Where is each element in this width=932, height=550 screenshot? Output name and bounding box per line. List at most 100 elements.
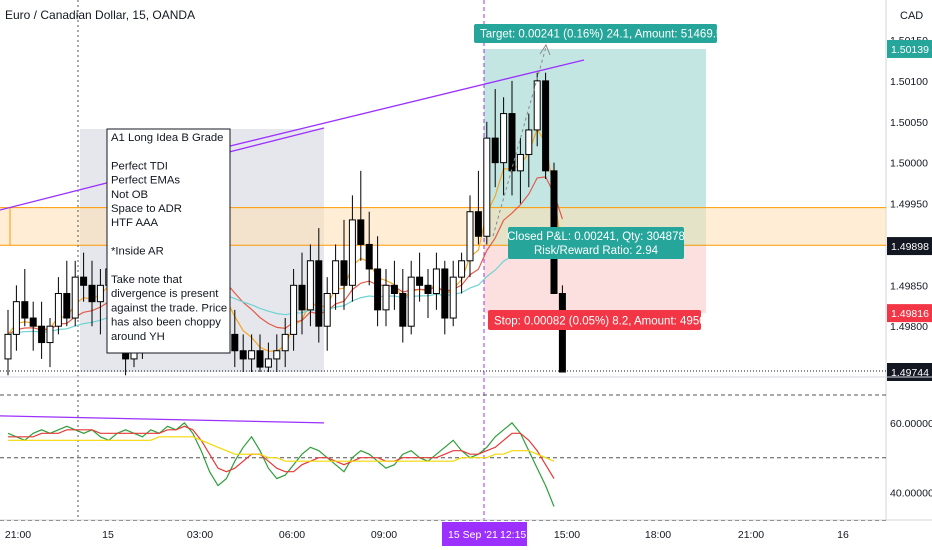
price-tick-label: 1.50050 <box>890 117 928 129</box>
time-tick-label: 03:00 <box>187 529 213 541</box>
time-highlight-date: 15 Sep '21 <box>448 529 498 541</box>
price-axis-background <box>886 0 932 550</box>
candle-body <box>80 276 88 286</box>
candle-body <box>365 243 373 270</box>
note-line: divergence is present <box>111 288 219 300</box>
time-tick-label: 15:00 <box>554 529 580 541</box>
candle-body <box>298 284 306 311</box>
stop-label-text: Stop: 0.00082 (0.05%) 8.2, Amount: 49500 <box>494 316 712 328</box>
trend-line-right <box>225 59 585 148</box>
note-line: Perfect TDI <box>111 160 168 172</box>
candle-body <box>458 260 466 278</box>
candle-body <box>474 211 482 237</box>
price-tick-label: 1.49950 <box>890 199 928 211</box>
note-line: Not OB <box>111 189 148 201</box>
candle-body <box>29 317 37 327</box>
time-highlight <box>442 522 527 546</box>
candle-body <box>416 276 424 286</box>
candle-body <box>46 325 54 344</box>
candle-body <box>542 80 550 172</box>
candle-body <box>399 292 407 327</box>
note-line: against the trade. Price <box>111 302 227 314</box>
candle-body <box>500 113 508 164</box>
candle-body <box>525 129 533 155</box>
candle-body <box>290 284 298 335</box>
trade-note-box[interactable] <box>106 128 231 354</box>
osc-tick-label: 60.00000 <box>890 418 932 430</box>
candle-body <box>281 333 289 352</box>
closed-pnl-label[interactable] <box>508 227 684 259</box>
price-tick-label: 1.50100 <box>890 76 928 88</box>
candle-body <box>264 358 272 368</box>
time-tick-label: 21:00 <box>5 529 31 541</box>
projection-arrowhead <box>539 43 551 56</box>
candle-body <box>21 301 29 319</box>
axis-corner <box>888 526 928 546</box>
candle-body <box>424 284 432 294</box>
candle-body <box>96 284 104 303</box>
price-tick-label: 1.49800 <box>890 321 928 333</box>
candle-body <box>558 292 566 373</box>
candle-body <box>407 276 415 327</box>
target-label-text: Target: 0.00241 (0.16%) 24.1, Amount: 51… <box>480 29 729 41</box>
risk-reward-text: Risk/Reward Ratio: 2.94 <box>534 245 659 257</box>
candle-body <box>432 268 440 294</box>
candle-body <box>382 284 390 311</box>
note-line: *Inside AR <box>111 246 164 258</box>
note-line: has also been choppy <box>111 317 221 329</box>
candle-body <box>348 219 356 286</box>
candle-body <box>357 219 365 245</box>
projection-line <box>492 46 547 237</box>
candle-body <box>71 276 79 319</box>
price-marker-text: 1.50139 <box>891 44 929 56</box>
osc-tick-label: 40.00000 <box>890 488 932 500</box>
price-marker <box>887 39 932 58</box>
candle-body <box>449 276 457 319</box>
time-tick-label: 21:00 <box>738 529 764 541</box>
note-line: Space to ADR <box>111 203 182 215</box>
time-tick-label: 18:00 <box>645 529 671 541</box>
price-marker <box>887 237 932 256</box>
candle-body <box>340 260 348 286</box>
stop-label[interactable] <box>488 310 701 330</box>
price-marker-text: 1.49744 <box>891 367 929 379</box>
candle-body <box>390 284 398 294</box>
candle-body <box>12 301 20 335</box>
candle-body <box>374 268 382 311</box>
osc-series-line <box>8 436 555 462</box>
target-label[interactable] <box>474 24 717 43</box>
note-line: around YH <box>111 331 165 343</box>
candle-body <box>533 80 541 131</box>
osc-trend-line <box>0 415 325 424</box>
candle-body <box>315 260 323 327</box>
price-marker <box>887 304 932 323</box>
price-marker-text: 1.49816 <box>891 308 929 320</box>
time-highlight-time: 12:15 <box>500 529 526 541</box>
time-tick-label: 06:00 <box>279 529 305 541</box>
candle-body <box>38 325 46 344</box>
candle-body <box>248 350 256 360</box>
candle-body <box>273 350 281 360</box>
candle-body <box>332 260 340 294</box>
note-line: HTF AAA <box>111 217 159 229</box>
candle-body <box>466 211 474 262</box>
price-tick-label: 1.50000 <box>890 158 928 170</box>
candle-body <box>88 284 96 303</box>
candle-body <box>323 292 331 327</box>
chart-title: Euro / Canadian Dollar, 15, OANDA <box>5 8 196 22</box>
candle-body <box>256 350 264 368</box>
candle-body <box>4 333 12 360</box>
candle-body <box>441 268 449 319</box>
osc-series-line <box>8 425 555 479</box>
currency-label: CAD <box>900 10 924 22</box>
candle-body <box>54 292 62 327</box>
note-line: Perfect EMAs <box>111 175 180 187</box>
time-tick-label: 15 <box>102 529 114 541</box>
candle-body <box>508 113 516 172</box>
note-line: A1 Long Idea B Grade <box>111 132 223 144</box>
candle-body <box>239 350 247 360</box>
candle-body <box>483 137 491 237</box>
candle-body <box>231 333 239 352</box>
